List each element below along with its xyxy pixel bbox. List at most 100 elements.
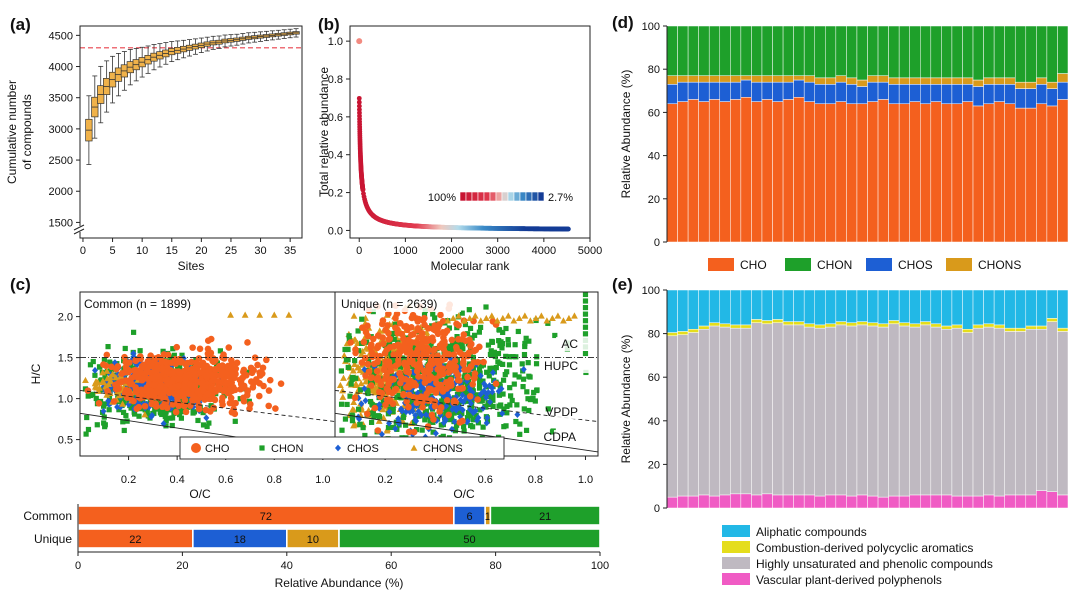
point-chon: [506, 362, 513, 368]
point-cho: [182, 408, 190, 416]
point-cho: [214, 378, 222, 385]
bar-segment-chos: [708, 81, 721, 100]
point-cho: [390, 376, 397, 383]
point-chon: [516, 374, 522, 380]
point-cho: [368, 374, 376, 381]
point-chons: [537, 312, 545, 319]
point-chon: [97, 378, 103, 384]
point-chon: [204, 423, 210, 430]
point-chon: [144, 409, 150, 415]
point-chons: [340, 374, 347, 381]
point-cho: [416, 355, 424, 362]
bar-segment-chon: [1014, 25, 1027, 83]
box-site-25: [227, 34, 235, 47]
bar-segment-combustion: [708, 322, 721, 327]
bar-segment-hupc: [814, 327, 826, 497]
bar-segment-cho: [920, 103, 932, 243]
bar-sample-22: [888, 289, 900, 509]
bar-sample-18: [846, 25, 858, 243]
bar-sample-9: [751, 25, 763, 243]
point-chos: [395, 415, 402, 423]
bar-segment-chos: [877, 81, 889, 100]
point-cho: [492, 380, 500, 388]
bar-segment-chos: [846, 84, 858, 105]
point-chon: [491, 349, 497, 355]
bar-sample-5: [708, 25, 721, 243]
point-chos: [409, 403, 416, 411]
point-chon: [497, 342, 503, 349]
bar-segment-aliphatic: [708, 289, 721, 323]
bar-sample-28: [951, 289, 963, 509]
bar-segment-hupc: [793, 324, 805, 496]
point-chos: [457, 396, 464, 404]
point-chon: [448, 343, 454, 349]
legend-label-chos: CHOS: [347, 443, 379, 455]
bar-segment-chon: [1057, 25, 1069, 74]
colorbar-right-label: 2.7%: [548, 192, 573, 204]
legend-swatch-chons: [946, 258, 972, 271]
box-site-27: [239, 33, 247, 45]
bar-segment-vascular: [972, 495, 984, 509]
point-chon: [496, 403, 502, 409]
point-chon: [582, 318, 589, 324]
bar-sample-16: [825, 289, 837, 509]
point-cho: [204, 345, 212, 353]
point-chon: [450, 385, 457, 391]
bar-segment-chos: [719, 81, 731, 102]
point-cho: [125, 366, 132, 374]
point-chon: [493, 365, 499, 371]
point-chon: [94, 422, 100, 428]
point-cho: [255, 392, 263, 400]
point-cho: [360, 338, 368, 346]
title-bg: [337, 296, 461, 312]
point-cho: [460, 358, 467, 366]
bar-sample-25: [920, 25, 932, 243]
bar-segment-combustion: [920, 321, 932, 326]
x-tick-label: 35: [284, 245, 296, 257]
bar-segment-chos: [867, 81, 879, 102]
point-chons: [103, 391, 111, 398]
bar-segment-cho: [1057, 99, 1069, 243]
bar-sample-19: [856, 289, 868, 509]
bar-segment-chons: [962, 77, 974, 85]
point-chons: [99, 378, 107, 386]
point-chon: [105, 344, 111, 350]
x-tick-label: 0.6: [218, 474, 233, 486]
point-chon: [521, 351, 528, 358]
point-chons: [256, 311, 264, 318]
bar-sample-28: [951, 25, 963, 243]
point-cho: [413, 399, 421, 407]
bar-segment-aliphatic: [1014, 289, 1027, 329]
point-chon: [367, 398, 374, 405]
bar-segment-aliphatic: [687, 289, 699, 330]
bar-segment-chons: [867, 75, 879, 83]
y-tick-label: 60: [648, 372, 660, 384]
point-cho: [137, 366, 145, 373]
point-cho: [422, 376, 430, 384]
bar-segment-vascular: [867, 495, 879, 509]
point-chon: [100, 403, 107, 409]
point-cho: [141, 402, 149, 410]
point-chons: [477, 317, 485, 324]
point-chon: [342, 346, 348, 353]
legend-swatch-chon: [785, 258, 811, 271]
point-cho: [219, 401, 226, 409]
bar-segment-combustion: [867, 322, 879, 327]
bar-segment-aliphatic: [888, 289, 900, 321]
point-chon: [163, 417, 169, 424]
bar-segment-chon: [825, 25, 837, 79]
bar-sample-27: [941, 25, 953, 243]
bar-segment-cho: [888, 103, 900, 243]
point-chos: [447, 355, 454, 362]
point-chon: [178, 415, 184, 421]
point-cho: [239, 368, 247, 376]
bar-segment-aliphatic: [1046, 289, 1058, 319]
point-cho: [415, 373, 422, 380]
point-chon: [401, 411, 407, 418]
bar-segment-cho: [825, 103, 837, 243]
point-chon: [411, 344, 417, 350]
point-chos: [100, 407, 107, 415]
point-chon: [454, 391, 461, 397]
bar-segment-chons: [677, 75, 689, 83]
point-chons: [340, 352, 348, 359]
